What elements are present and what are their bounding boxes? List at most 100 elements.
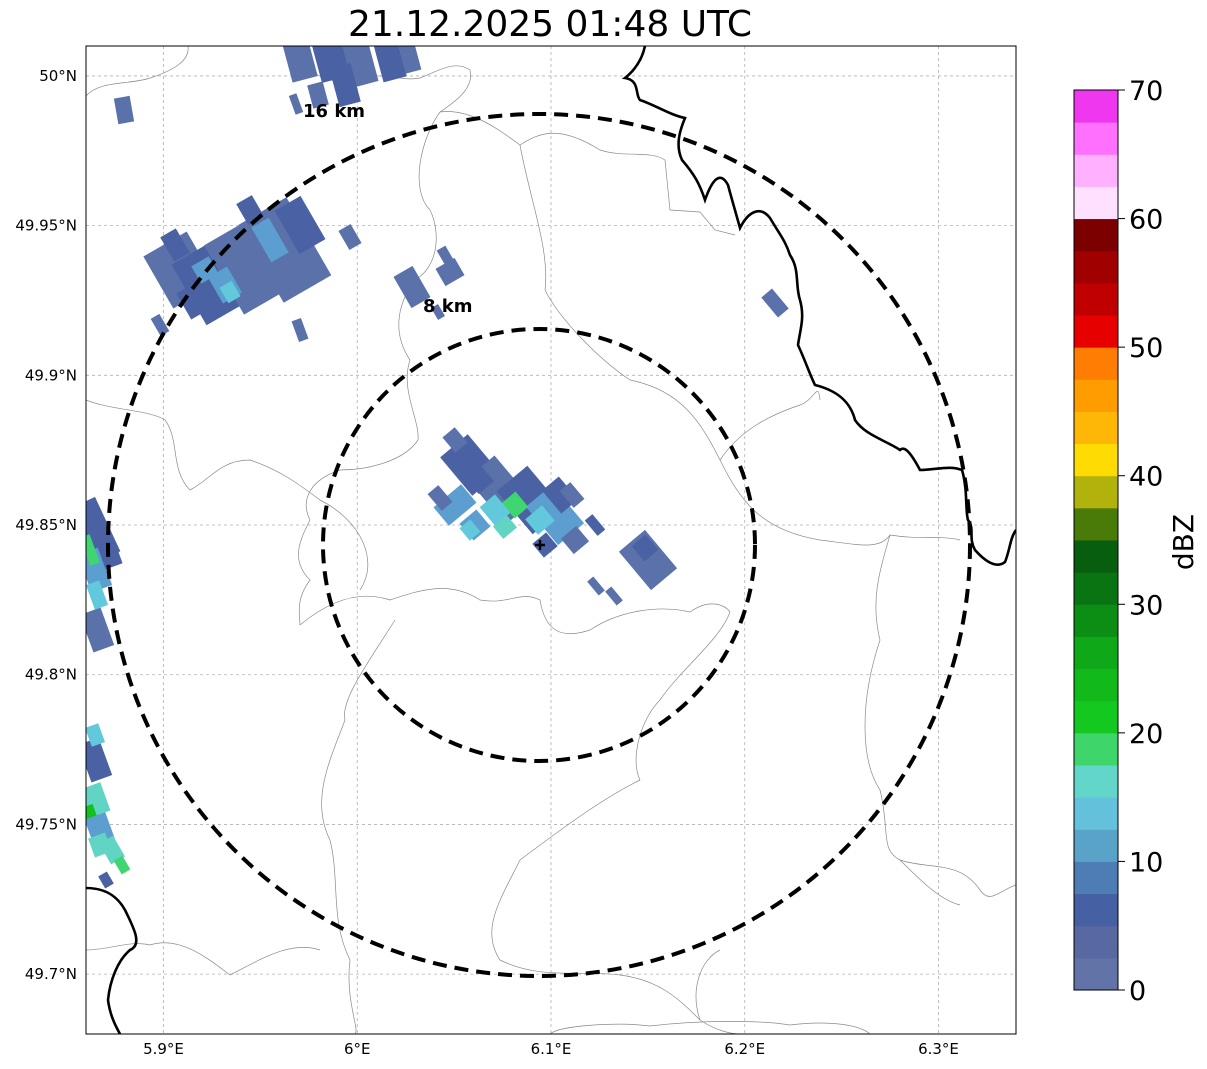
echo-gate bbox=[761, 288, 789, 318]
echo-gate bbox=[329, 62, 361, 108]
echo-gate bbox=[479, 494, 511, 526]
echo-gate bbox=[86, 534, 100, 566]
colorbar-segment bbox=[1074, 668, 1118, 702]
colorbar-segment bbox=[1074, 443, 1118, 477]
colorbar-tick-label: 30 bbox=[1129, 590, 1163, 621]
echo-gate bbox=[98, 871, 114, 889]
echo-gate bbox=[436, 245, 454, 265]
colorbar-segment bbox=[1074, 765, 1118, 798]
colorbar-tick-label: 0 bbox=[1129, 976, 1146, 1007]
y-tick-label: 49.7°N bbox=[25, 965, 77, 983]
echo-gate bbox=[427, 485, 453, 511]
y-tick-label: 49.85°N bbox=[15, 516, 77, 534]
x-axis-ticks: 5.9°E 6°E 6.1°E 6.2°E 6.3°E bbox=[143, 1040, 959, 1058]
echo-gate bbox=[176, 280, 214, 320]
colorbar-segment bbox=[1074, 218, 1118, 252]
colorbar-segment bbox=[1074, 315, 1118, 348]
echo-gate bbox=[288, 93, 304, 115]
colorbar-segment bbox=[1074, 90, 1118, 123]
echo-gate bbox=[291, 317, 309, 343]
echo-gate bbox=[465, 465, 495, 495]
echo-gate bbox=[605, 586, 623, 606]
echo-gate bbox=[219, 280, 241, 304]
colorbar bbox=[1073, 89, 1119, 991]
colorbar-segment bbox=[1074, 957, 1118, 991]
colorbar-segment bbox=[1074, 604, 1118, 637]
echo-gate bbox=[459, 519, 481, 541]
echo-gate bbox=[204, 215, 296, 315]
echo-gate bbox=[113, 95, 135, 125]
colorbar-tick-label: 10 bbox=[1129, 847, 1163, 878]
colorbar-segment bbox=[1074, 893, 1118, 927]
colorbar-segment bbox=[1074, 925, 1118, 959]
colorbar-tick-label: 20 bbox=[1129, 719, 1163, 750]
colorbar-segment bbox=[1074, 700, 1118, 734]
colorbar-segment bbox=[1074, 507, 1118, 541]
radar-echoes bbox=[86, 46, 789, 889]
echo-gate bbox=[492, 515, 518, 539]
colorbar-tick-label: 50 bbox=[1129, 333, 1163, 364]
map-title: 21.12.2025 01:48 UTC bbox=[347, 4, 753, 45]
echo-gate bbox=[338, 223, 362, 251]
colorbar-segment bbox=[1074, 122, 1118, 155]
colorbar-tick-label: 70 bbox=[1129, 76, 1163, 107]
echo-gate bbox=[584, 514, 606, 536]
echo-gate bbox=[113, 855, 131, 875]
echo-gate bbox=[373, 46, 407, 83]
echo-gate bbox=[282, 46, 318, 83]
echo-gate bbox=[86, 580, 109, 610]
x-tick-label: 6.3°E bbox=[918, 1040, 959, 1058]
echo-gate bbox=[525, 505, 555, 535]
colorbar-segment bbox=[1074, 797, 1118, 830]
colorbar-label: dBZ bbox=[1167, 514, 1200, 570]
echo-gate bbox=[88, 832, 112, 858]
colorbar-segment bbox=[1074, 186, 1118, 220]
x-tick-label: 6.1°E bbox=[531, 1040, 572, 1058]
ring-label-16km: 16 km bbox=[303, 101, 365, 122]
ring-label-8km: 8 km bbox=[423, 296, 473, 317]
echo-gate bbox=[251, 217, 289, 263]
echo-gate bbox=[560, 525, 590, 555]
colorbar-segment bbox=[1074, 282, 1118, 316]
colorbar-segment bbox=[1074, 636, 1118, 670]
echo-gate bbox=[86, 607, 115, 653]
map-frame bbox=[85, 45, 1017, 1035]
colorbar-segment bbox=[1074, 475, 1118, 509]
echo-gate bbox=[525, 484, 585, 546]
echo-gate bbox=[86, 723, 105, 747]
echo-gate bbox=[442, 427, 468, 453]
echo-gate bbox=[274, 195, 326, 255]
colorbar-segment bbox=[1074, 540, 1118, 573]
colorbar-ticks: 0 10 20 30 40 50 60 70 bbox=[1118, 76, 1163, 1007]
x-tick-label: 6°E bbox=[344, 1040, 371, 1058]
y-tick-label: 49.9°N bbox=[25, 366, 77, 384]
x-tick-label: 6.2°E bbox=[724, 1040, 765, 1058]
colorbar-segment bbox=[1074, 861, 1118, 895]
colorbar-segment bbox=[1074, 732, 1118, 766]
echo-gate bbox=[501, 491, 529, 519]
colorbar-segment bbox=[1074, 347, 1118, 380]
colorbar-segment bbox=[1074, 379, 1118, 412]
y-tick-label: 49.75°N bbox=[15, 815, 77, 833]
range-ring-8km bbox=[321, 327, 757, 763]
echo-gate bbox=[587, 576, 605, 596]
range-ring-16km bbox=[106, 112, 972, 978]
colorbar-segment bbox=[1074, 572, 1118, 605]
y-tick-label: 49.95°N bbox=[15, 217, 77, 235]
echo-gate bbox=[150, 313, 170, 337]
echo-gate bbox=[559, 482, 585, 508]
echo-gate bbox=[433, 484, 477, 526]
y-tick-label: 50°N bbox=[39, 67, 77, 85]
colorbar-segment bbox=[1074, 154, 1118, 187]
echo-gate bbox=[541, 476, 579, 514]
echo-gate bbox=[631, 534, 659, 562]
echo-gate bbox=[160, 228, 190, 262]
colorbar-tick-label: 60 bbox=[1129, 205, 1163, 236]
echo-gate bbox=[435, 257, 465, 287]
echo-gate bbox=[398, 46, 422, 74]
colorbar-segment bbox=[1074, 829, 1118, 862]
y-axis-ticks: 50°N 49.95°N 49.9°N 49.85°N 49.8°N 49.75°N 49.… bbox=[15, 67, 77, 983]
radar-center-marker bbox=[535, 540, 545, 550]
colorbar-segment bbox=[1074, 250, 1118, 284]
